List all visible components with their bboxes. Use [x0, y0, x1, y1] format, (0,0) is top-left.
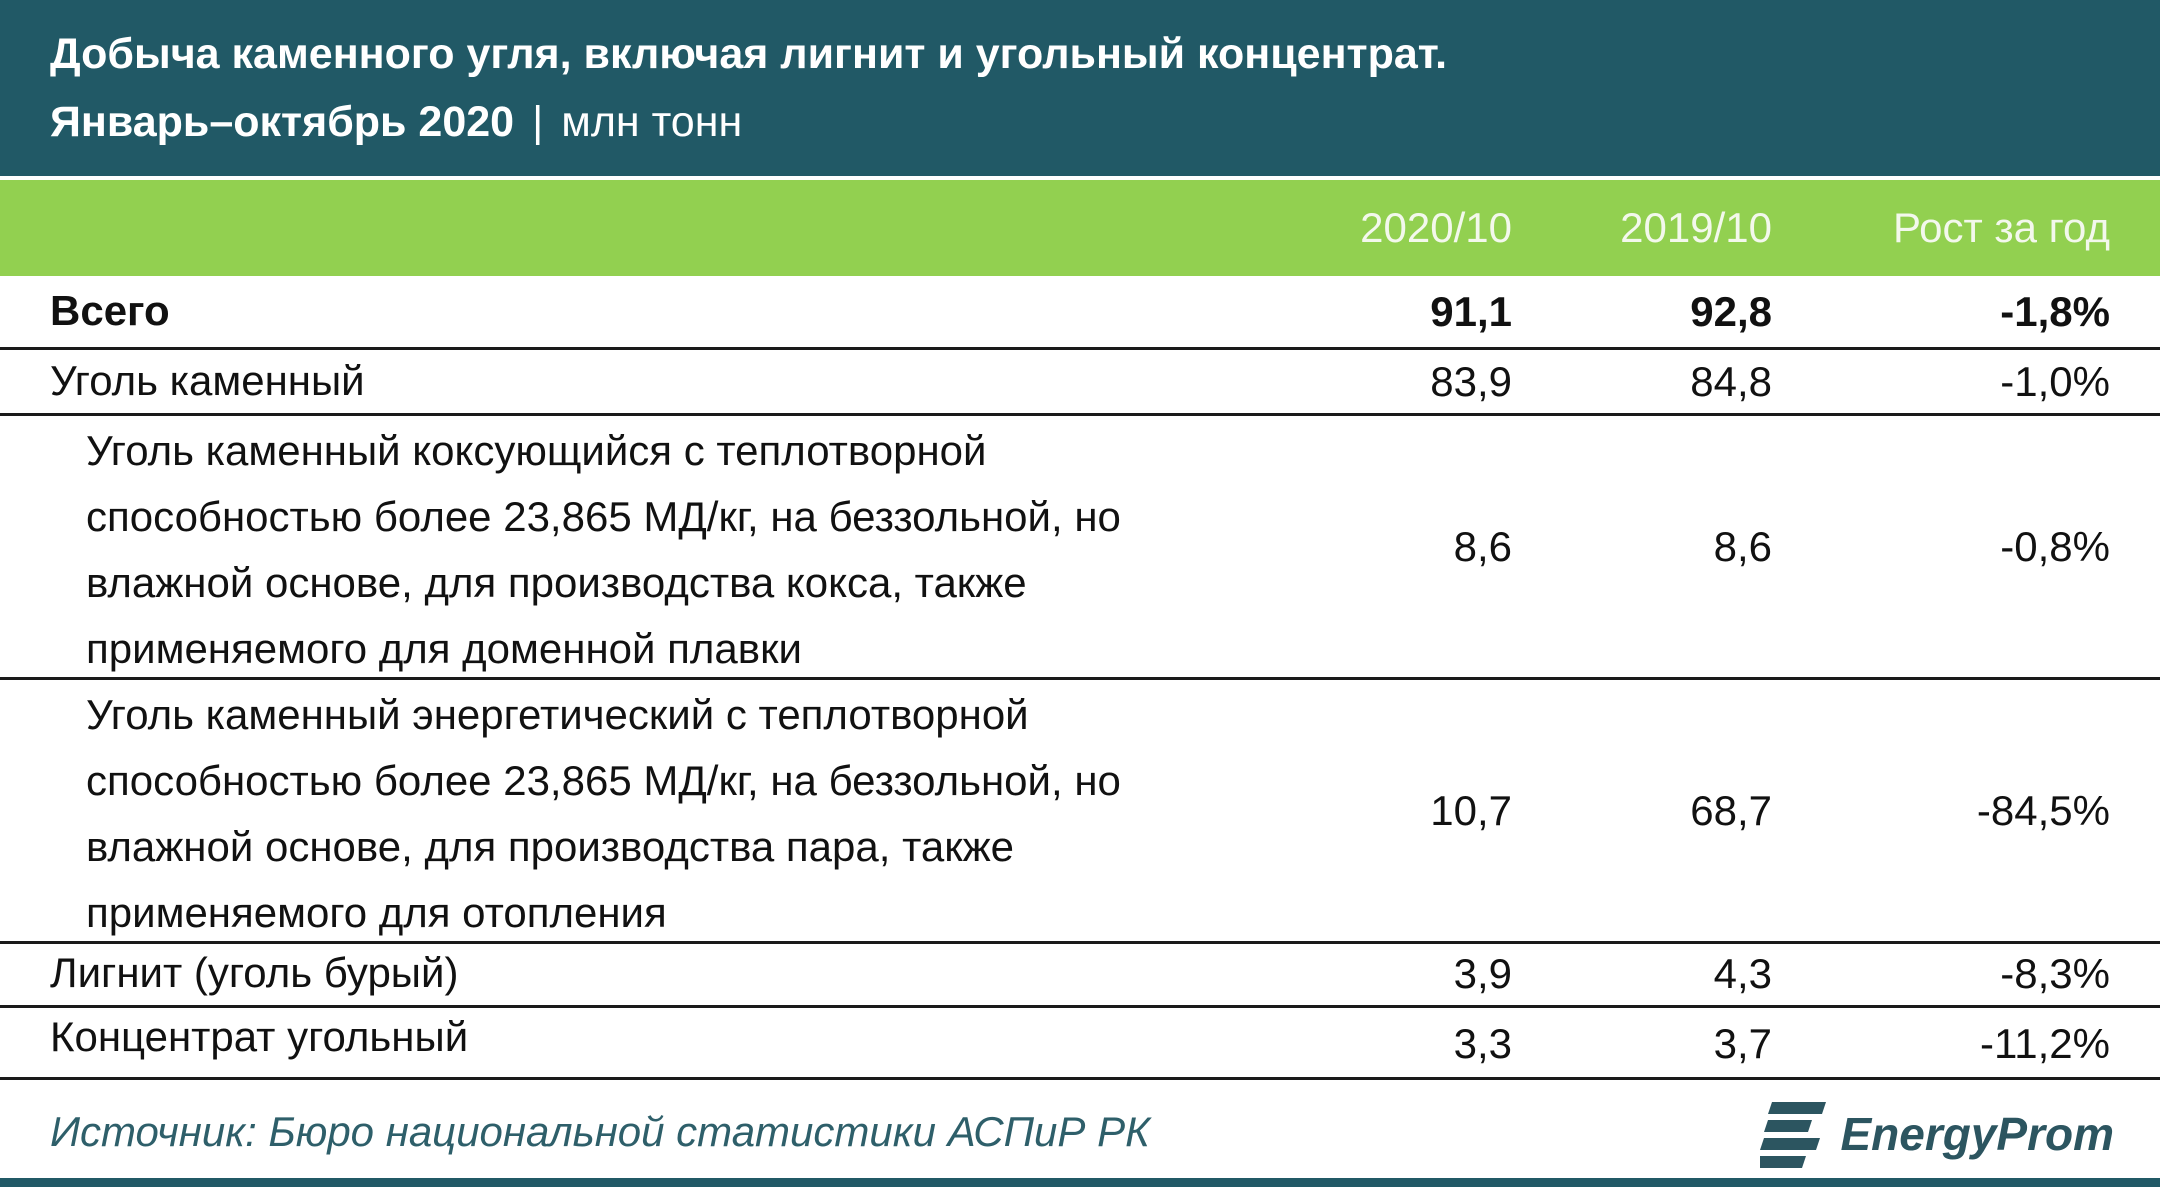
- table-row: Уголь каменный 83,9 84,8 -1,0%: [0, 350, 2160, 416]
- cell-growth: -84,5%: [1976, 787, 2110, 834]
- cell-2020: 10,7: [1430, 787, 1512, 834]
- table-row: Лигнит (уголь бурый) 3,9 4,3 -8,3%: [0, 944, 2160, 1008]
- table-row: Уголь каменный коксующийся с теплотворно…: [0, 416, 2160, 680]
- cell-2019: 92,8: [1690, 288, 1772, 335]
- row-label: Всего: [50, 287, 170, 334]
- cell-2020: 8,6: [1453, 523, 1512, 570]
- cell-2019: 68,7: [1690, 787, 1772, 834]
- column-header-row: 2020/10 2019/10 Рост за год: [0, 180, 2160, 276]
- logo-text: EnergyProm: [1840, 1108, 2114, 1160]
- source-note: Источник: Бюро национальной статистики А…: [50, 1108, 1150, 1155]
- column-header-2019: 2019/10: [1620, 204, 1772, 251]
- cell-growth: -8,3%: [2000, 950, 2110, 997]
- cell-2019: 4,3: [1713, 950, 1772, 997]
- cell-growth: -11,2%: [1980, 1020, 2110, 1067]
- cell-growth: -0,8%: [2000, 523, 2110, 570]
- energyprom-logo-icon: [1760, 1102, 1827, 1168]
- column-header-growth: Рост за год: [1892, 204, 2110, 251]
- cell-2020: 83,9: [1430, 358, 1512, 405]
- table-row: Уголь каменный энергетический с теплотво…: [0, 680, 2160, 944]
- row-label: Уголь каменный: [50, 357, 365, 404]
- cell-growth: -1,8%: [2000, 288, 2110, 335]
- row-label: Уголь каменный энергетический с теплотво…: [86, 691, 1121, 936]
- cell-growth: -1,0%: [2000, 358, 2110, 405]
- table-row-total: Всего 91,1 92,8 -1,8%: [0, 276, 2160, 350]
- energyprom-logo: EnergyProm: [1760, 1094, 2114, 1174]
- cell-2020: 3,3: [1453, 1020, 1512, 1067]
- column-header-2020: 2020/10: [1360, 204, 1512, 251]
- cell-2019: 8,6: [1713, 523, 1772, 570]
- cell-2019: 84,8: [1690, 358, 1772, 405]
- cell-2019: 3,7: [1713, 1020, 1772, 1067]
- header-band: Добыча каменного угля, включая лигнит и …: [0, 0, 2160, 176]
- bottom-bar: [0, 1178, 2160, 1187]
- row-label: Концентрат угольный: [50, 1013, 469, 1060]
- cell-2020: 91,1: [1430, 288, 1512, 335]
- unit-label: млн тонн: [561, 98, 743, 146]
- footer: Источник: Бюро национальной статистики А…: [0, 1080, 2160, 1187]
- table-title: Добыча каменного угля, включая лигнит и …: [50, 30, 1448, 78]
- row-label: Лигнит (уголь бурый): [50, 949, 459, 996]
- cell-2020: 3,9: [1453, 950, 1512, 997]
- period-label: Январь–октябрь 2020: [50, 98, 515, 146]
- table-row: Концентрат угольный 3,3 3,7 -11,2%: [0, 1008, 2160, 1080]
- row-label: Уголь каменный коксующийся с теплотворно…: [86, 427, 1121, 672]
- subtitle-separator: |: [532, 98, 544, 146]
- table-subtitle: Январь–октябрь 2020 | млн тонн: [50, 98, 742, 147]
